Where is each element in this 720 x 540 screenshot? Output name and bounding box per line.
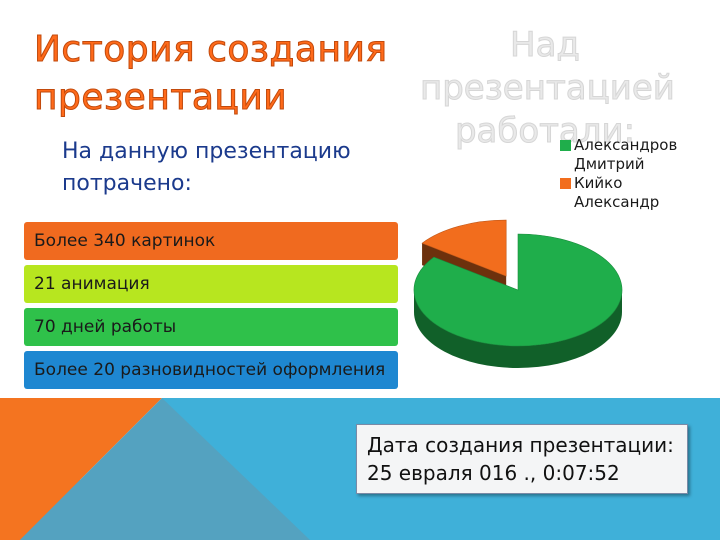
subtitle-line2: потрачено: [62,171,192,196]
chart-legend: Александров Дмитрий Кийко Александр [560,136,677,212]
stat-bar-pictures: Более 340 картинок [24,222,398,260]
pie-slice-side-0 [414,290,622,368]
chart-title: Над презентацией работали: [420,24,676,153]
stat-bar-label: 70 дней работы [34,317,177,337]
legend-item-aleksandrov: Александров Дмитрий [560,136,677,174]
slide-title: История создания презентации [33,26,388,122]
bg-grey-wedge [20,398,310,540]
legend-label-line: Александр [574,193,660,211]
chart-title-line2: презентацией [420,68,676,109]
stat-bar-label: Более 20 разновидностей оформления [34,360,386,380]
slide-subtitle: На данную презентацию потрачено: [62,136,351,200]
creation-date-value: 25 евраля 016 ., 0:07:52 [367,461,620,485]
stat-bar-label: Более 340 картинок [34,231,216,251]
stat-bar-designs: Более 20 разновидностей оформления [24,351,398,389]
slide-title-line1: История создания [34,29,388,71]
stat-bar-days: 70 дней работы [24,308,398,346]
stat-bar-animations: 21 анимация [24,265,398,303]
legend-label-line: Александров [574,136,678,154]
legend-swatch-orange [560,178,571,189]
legend-label-line: Дмитрий [574,155,645,173]
creation-date-box: Дата создания презентации: 25 евраля 016… [356,424,688,494]
subtitle-line1: На данную презентацию [62,139,351,164]
pie-slice-1 [421,219,507,277]
legend-item-kiyko: Кийко Александр [560,174,677,212]
pie-slice-0 [413,233,623,347]
legend-label-line: Кийко [574,174,623,192]
creation-date-label: Дата создания презентации: [367,433,674,457]
stat-bar-label: 21 анимация [34,274,150,294]
chart-title-line3: работали: [454,111,636,152]
legend-swatch-green [560,140,571,151]
slide-title-line2: презентации [33,77,288,119]
chart-title-line1: Над [510,25,581,66]
bg-orange-shape [0,398,162,540]
